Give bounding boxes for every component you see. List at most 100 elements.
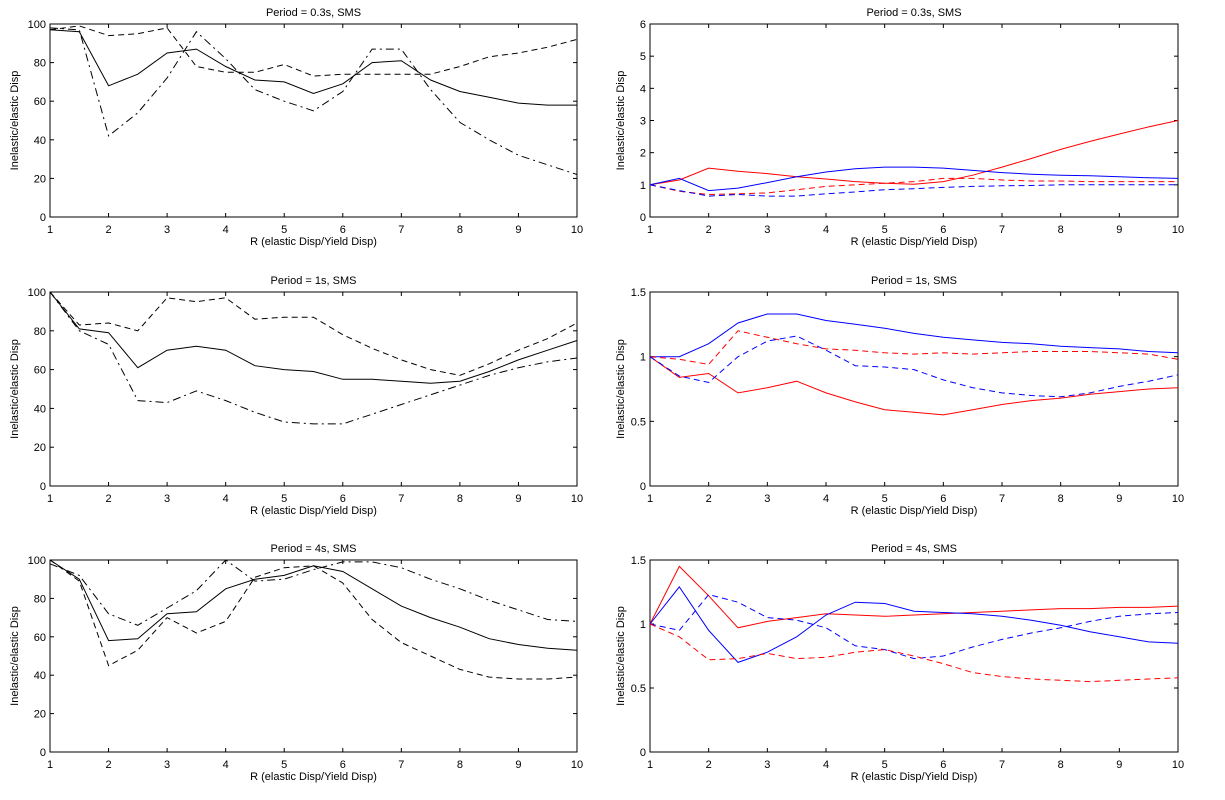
y-tick-label: 0 xyxy=(640,747,646,759)
x-tick-label: 4 xyxy=(823,493,829,505)
x-tick-label: 1 xyxy=(47,759,53,771)
y-tick-label: 5 xyxy=(640,51,646,63)
axes-frame xyxy=(649,559,1179,753)
x-tick-label: 4 xyxy=(223,224,229,236)
y-tick-label: 100 xyxy=(28,555,46,567)
x-tick-label: 4 xyxy=(223,759,229,771)
y-tick-label: 40 xyxy=(34,670,46,682)
series-line-3 xyxy=(49,27,578,175)
x-tick-label: 5 xyxy=(882,493,888,505)
y-axis-label: Inelastic/elastic Disp xyxy=(615,606,627,706)
x-tick-label: 8 xyxy=(1058,224,1064,236)
series-line-2 xyxy=(49,25,578,77)
x-tick-label: 7 xyxy=(999,759,1005,771)
y-tick-label: 6 xyxy=(640,19,646,31)
x-tick-label: 10 xyxy=(571,759,583,771)
series-line-4 xyxy=(649,184,1178,197)
x-tick-label: 8 xyxy=(457,759,463,771)
y-tick-label: 20 xyxy=(34,709,46,721)
y-tick-label: 0.5 xyxy=(631,416,646,428)
x-tick-label: 6 xyxy=(940,493,946,505)
x-tick-label: 6 xyxy=(940,759,946,771)
x-axis-label: R (elastic Disp/Yield Disp) xyxy=(250,236,377,248)
x-axis-label: R (elastic Disp/Yield Disp) xyxy=(851,505,978,517)
x-tick-label: 8 xyxy=(1058,759,1064,771)
series-line-2 xyxy=(49,559,578,680)
chart-title: Period = 4s, SMS xyxy=(271,543,357,555)
series-line-1 xyxy=(49,291,578,384)
series-line-2 xyxy=(49,291,578,376)
series-line-3 xyxy=(649,330,1179,365)
x-tick-label: 2 xyxy=(706,759,712,771)
x-tick-label: 7 xyxy=(398,759,404,771)
x-tick-label: 6 xyxy=(940,224,946,236)
x-tick-label: 9 xyxy=(515,224,521,236)
series-line-2 xyxy=(649,166,1179,192)
y-tick-label: 20 xyxy=(34,442,46,454)
series-line-3 xyxy=(649,594,1179,660)
x-tick-label: 3 xyxy=(164,759,170,771)
series-line-4 xyxy=(649,335,1179,398)
y-tick-label: 60 xyxy=(34,96,46,108)
series-line-1 xyxy=(49,559,578,651)
y-tick-label: 1 xyxy=(640,352,646,364)
y-tick-label: 0 xyxy=(40,212,46,224)
x-tick-label: 3 xyxy=(764,759,770,771)
series-line-2 xyxy=(649,356,1179,416)
series-line-1 xyxy=(649,120,1179,186)
y-tick-label: 0 xyxy=(40,481,46,493)
series-line-4 xyxy=(649,623,1179,683)
y-tick-label: 100 xyxy=(28,287,46,299)
x-tick-label: 10 xyxy=(1172,759,1184,771)
y-tick-label: 80 xyxy=(34,326,46,338)
series-line-3 xyxy=(649,177,1178,196)
axes-frame xyxy=(49,559,578,753)
x-axis-label: R (elastic Disp/Yield Disp) xyxy=(851,771,978,783)
y-tick-label: 1.5 xyxy=(631,555,646,567)
y-axis-label: Inelastic/elastic Disp xyxy=(615,71,627,171)
x-tick-label: 6 xyxy=(340,493,346,505)
series-line-1 xyxy=(650,313,1179,358)
x-tick-label: 5 xyxy=(882,224,888,236)
y-tick-label: 4 xyxy=(640,83,646,95)
x-tick-label: 3 xyxy=(764,224,770,236)
x-tick-label: 7 xyxy=(999,224,1005,236)
y-tick-label: 40 xyxy=(34,135,46,147)
chart-title: Period = 0.3s, SMS xyxy=(266,7,361,19)
y-tick-label: 3 xyxy=(640,116,646,128)
y-tick-label: 100 xyxy=(28,19,46,31)
chart-title: Period = 1s, SMS xyxy=(271,275,357,287)
x-tick-label: 4 xyxy=(823,759,829,771)
y-tick-label: 40 xyxy=(34,403,46,415)
x-tick-label: 7 xyxy=(999,493,1005,505)
x-tick-label: 5 xyxy=(281,759,287,771)
series-line-3 xyxy=(49,559,578,626)
x-tick-label: 6 xyxy=(340,759,346,771)
y-tick-label: 0.5 xyxy=(631,683,646,695)
x-tick-label: 6 xyxy=(340,224,346,236)
y-tick-label: 1 xyxy=(640,180,646,192)
x-axis-label: R (elastic Disp/Yield Disp) xyxy=(250,505,377,517)
y-axis-label: Inelastic/elastic Disp xyxy=(9,71,21,171)
x-tick-label: 10 xyxy=(571,224,583,236)
y-tick-label: 80 xyxy=(34,593,46,605)
x-tick-label: 9 xyxy=(515,759,521,771)
series-line-1 xyxy=(649,565,1179,629)
x-axis-label: R (elastic Disp/Yield Disp) xyxy=(250,771,377,783)
series-line-1 xyxy=(49,29,577,106)
series-line-3 xyxy=(49,291,578,425)
x-tick-label: 2 xyxy=(105,224,111,236)
axes-frame xyxy=(49,23,578,218)
x-tick-label: 2 xyxy=(706,493,712,505)
x-tick-label: 2 xyxy=(105,759,111,771)
x-tick-label: 9 xyxy=(1116,493,1122,505)
y-axis-label: Inelastic/elastic Disp xyxy=(9,339,21,439)
x-tick-label: 2 xyxy=(105,493,111,505)
x-tick-label: 8 xyxy=(1058,493,1064,505)
y-tick-label: 0 xyxy=(40,747,46,759)
x-tick-label: 1 xyxy=(647,493,653,505)
y-tick-label: 60 xyxy=(34,365,46,377)
